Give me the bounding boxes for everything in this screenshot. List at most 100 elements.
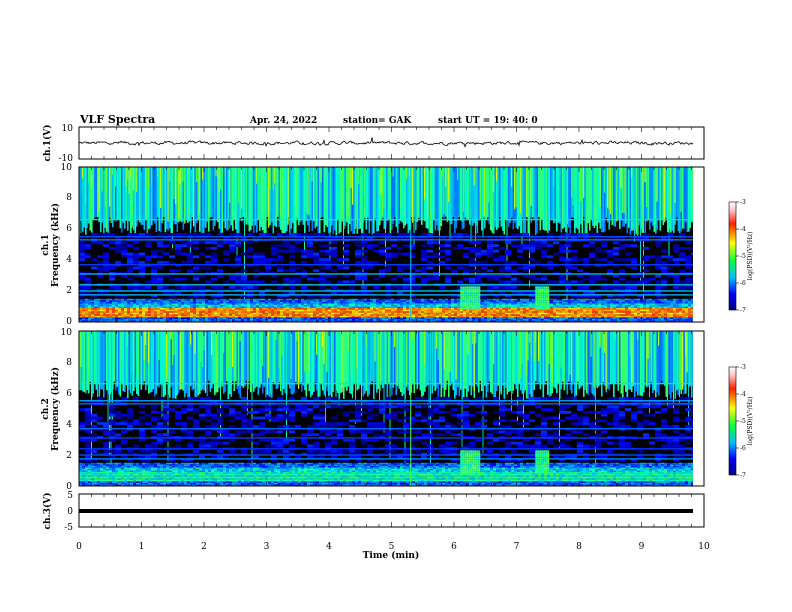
spectrogram-cell xyxy=(502,298,505,301)
spectrogram-cell xyxy=(344,167,347,227)
spectrogram-cell xyxy=(301,317,304,319)
spectrogram-cell xyxy=(538,309,541,312)
spectrogram-cell xyxy=(529,311,532,313)
spectrogram-cell xyxy=(355,318,358,321)
spectrogram-cell xyxy=(304,298,307,301)
spectrogram-cell xyxy=(382,314,385,316)
spectrogram-cell xyxy=(235,286,241,289)
spectrogram-cell xyxy=(673,311,676,313)
spectrogram-cell xyxy=(266,167,269,218)
spectrogram-cell xyxy=(280,298,283,301)
spectrogram-cell xyxy=(553,304,556,307)
spectrogram-cell xyxy=(487,277,493,281)
spectrogram-cell xyxy=(172,315,175,318)
spectrogram-cell xyxy=(505,312,508,315)
spectrogram-cell xyxy=(628,314,631,316)
spectrogram-cell xyxy=(451,314,454,316)
spectrogram-cell xyxy=(520,298,523,301)
spectrogram-cell xyxy=(223,298,226,301)
spectrogram-cell xyxy=(253,301,256,304)
spectrogram-cell xyxy=(508,315,511,318)
spectrogram-cell xyxy=(400,298,403,301)
spectrogram-cell xyxy=(289,301,292,304)
spectrogram-streak xyxy=(539,167,541,202)
spectrogram-cell xyxy=(430,315,433,318)
spectrogram-streak xyxy=(641,167,643,204)
spectrogram-cell xyxy=(667,266,673,270)
spectrogram-cell xyxy=(337,288,343,292)
spectrogram-cell xyxy=(637,312,640,315)
spectrogram-cell xyxy=(367,300,370,302)
spectrogram-cell xyxy=(328,311,331,313)
spectrogram-streak xyxy=(167,167,169,222)
spectrogram-cell xyxy=(217,320,220,322)
spectrogram-cell xyxy=(421,258,427,261)
spectrogram-cell xyxy=(634,300,637,302)
spectrogram-cell xyxy=(196,167,198,224)
spectrogram-cell xyxy=(154,317,157,319)
spectrogram-cell xyxy=(385,311,388,313)
spectrogram-cell xyxy=(505,320,508,322)
spectrogram-cell xyxy=(307,312,310,315)
spectrogram-cell xyxy=(325,288,331,292)
spectrogram-cell xyxy=(326,167,329,228)
spectrogram-streak xyxy=(176,167,178,222)
spectrogram-cell xyxy=(574,312,577,315)
spectrogram-streak xyxy=(131,167,133,229)
spectrogram-cell xyxy=(580,300,583,302)
spectrogram-cell xyxy=(133,258,139,261)
spectrogram-cell xyxy=(580,314,583,316)
spectrogram-cell xyxy=(625,320,628,322)
spectrogram-cell xyxy=(247,306,250,309)
spectrogram-cell xyxy=(325,306,328,309)
spectrogram-cell xyxy=(226,315,229,318)
spectrogram-cell xyxy=(673,304,676,307)
spectrogram-tone-line xyxy=(79,239,693,241)
spectrogram-cell xyxy=(421,314,424,316)
spectrogram-cell xyxy=(412,298,415,301)
spectrogram-cell xyxy=(241,304,244,307)
spectrogram-cell xyxy=(583,317,586,319)
spectrogram-cell xyxy=(289,233,295,236)
spectrogram-cell xyxy=(613,300,616,302)
spectrogram-cell xyxy=(193,241,199,245)
spectrogram-cell xyxy=(493,318,496,321)
spectrogram-cell xyxy=(145,314,148,316)
spectrogram-cell xyxy=(685,298,688,301)
spectrogram-cell xyxy=(598,301,601,304)
spectrogram-cell xyxy=(181,300,184,302)
spectrogram-cell xyxy=(637,308,640,310)
spectrogram-cell xyxy=(307,255,313,259)
spectrogram-cell xyxy=(85,277,91,281)
spectrogram-cell xyxy=(160,303,163,305)
spectrogram-cell xyxy=(613,318,616,321)
spectrogram-cell xyxy=(466,167,468,220)
spectrogram-cell xyxy=(205,303,208,305)
spectrogram-cell xyxy=(373,308,376,310)
spectrogram-cell xyxy=(97,311,100,313)
spectrogram-cell xyxy=(403,288,409,292)
spectrogram-cell xyxy=(427,288,433,292)
spectrogram-cell xyxy=(226,318,229,321)
spectrogram-cell xyxy=(574,318,577,321)
spectrogram-cell xyxy=(91,258,97,261)
spectrogram-cell xyxy=(163,167,165,217)
spectrogram-cell xyxy=(664,311,667,313)
spectrogram-cell xyxy=(541,255,547,259)
spectrogram-cell xyxy=(421,308,424,310)
spectrogram-cell xyxy=(511,286,517,289)
spectrogram-cell xyxy=(331,303,334,305)
spectrogram-cell xyxy=(286,304,289,307)
spectrogram-cell xyxy=(271,300,274,302)
spectrogram-cell xyxy=(487,291,493,295)
spectrogram-cell xyxy=(595,314,598,316)
spectrogram-cell xyxy=(511,320,514,322)
spectrogram-cell xyxy=(109,233,115,236)
spectrogram-cell xyxy=(691,167,693,222)
spectrogram-cell xyxy=(358,309,361,312)
spectrogram-cell xyxy=(82,314,85,316)
spectrogram-cell xyxy=(109,274,115,278)
spectrogram-cell xyxy=(109,306,112,309)
spectrogram-cell xyxy=(166,315,169,318)
spectrogram-cell xyxy=(85,308,88,310)
